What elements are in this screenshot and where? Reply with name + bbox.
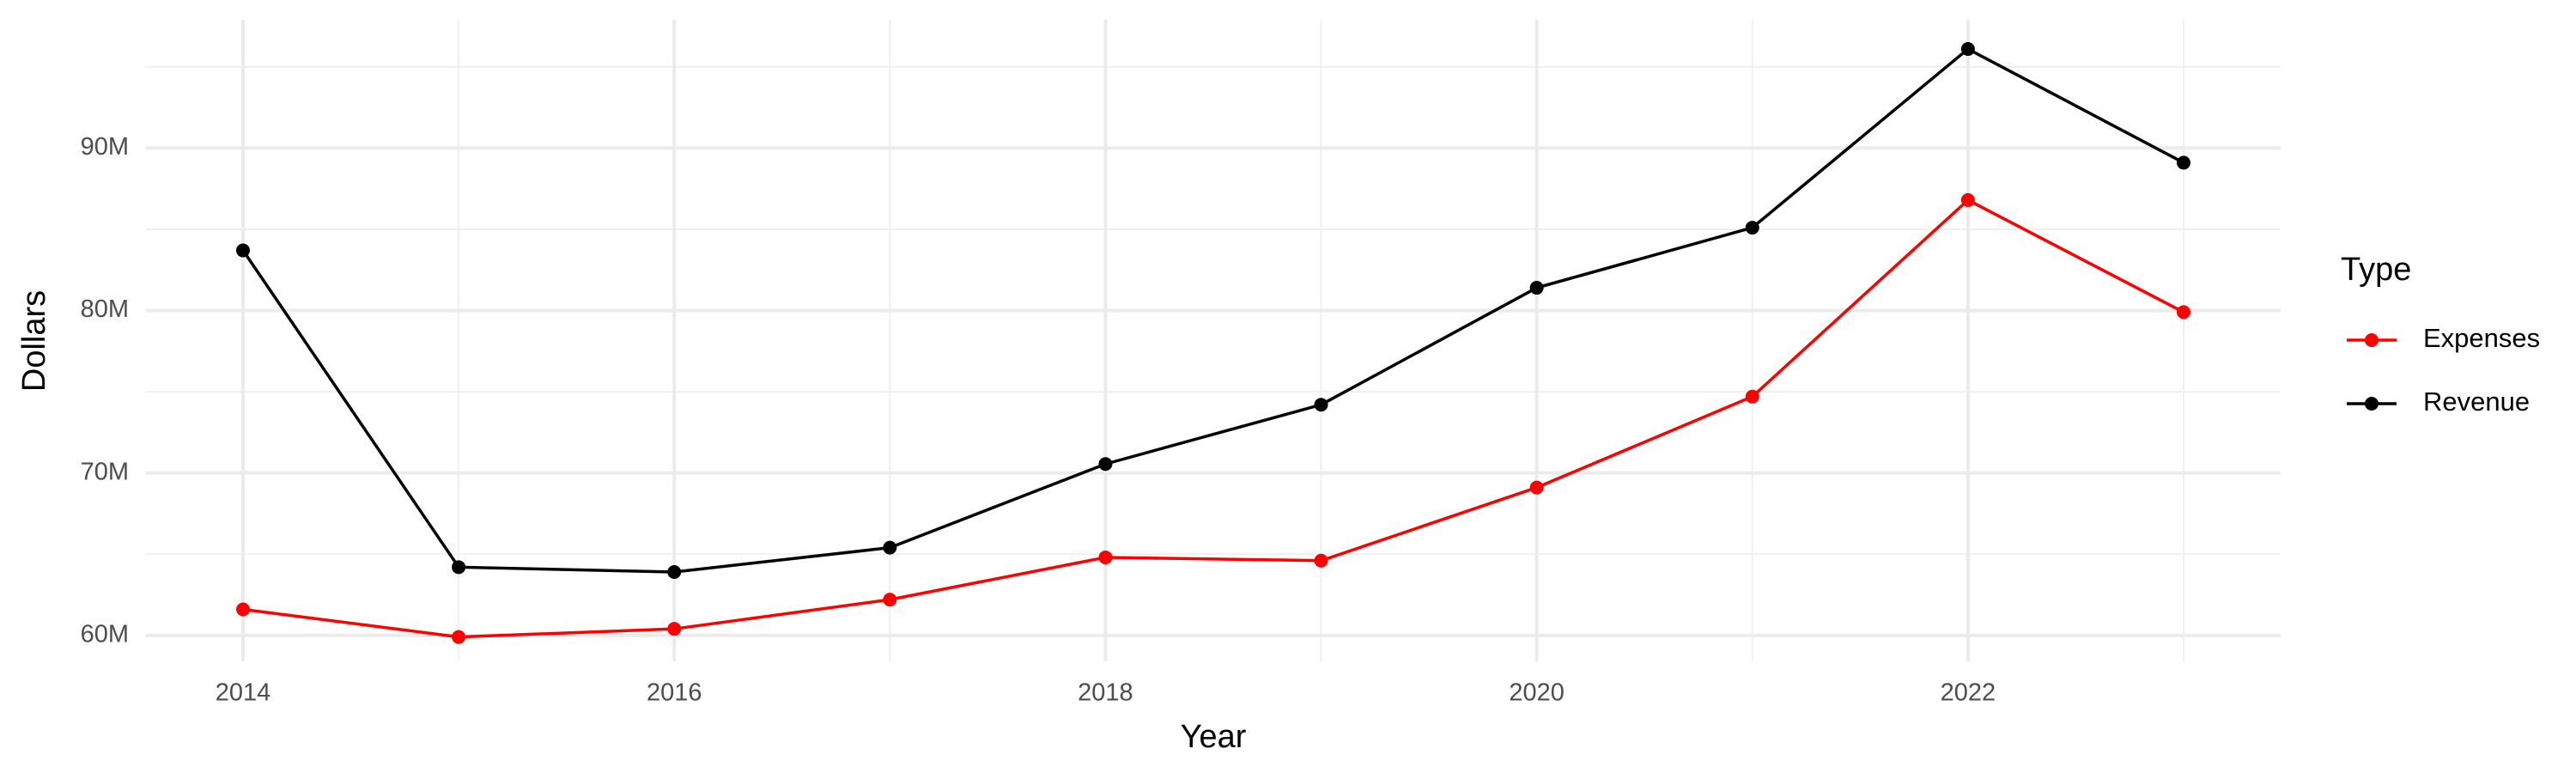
series-line <box>241 46 2184 574</box>
data-point <box>1529 480 1544 495</box>
data-point <box>1960 42 1975 57</box>
data-point <box>883 593 897 607</box>
data-point <box>1098 457 1113 472</box>
data-point <box>236 602 250 617</box>
y-tick-label: 70M <box>81 458 129 485</box>
x-tick-label: 2020 <box>1509 679 1564 707</box>
legend-marker <box>2365 397 2379 411</box>
legend-label: Expenses <box>2423 323 2540 353</box>
data-point <box>667 564 682 579</box>
x-tick-label: 2022 <box>1941 679 1996 707</box>
y-tick-label: 60M <box>81 620 129 648</box>
data-point <box>1745 221 1759 235</box>
data-point <box>1314 553 1328 568</box>
data-point <box>1314 398 1328 412</box>
x-tick-label: 2016 <box>647 679 702 707</box>
series-line <box>242 198 2184 639</box>
legend-title: Type <box>2341 252 2411 288</box>
data-point <box>452 630 466 644</box>
x-axis-title: Year <box>1181 719 1247 755</box>
x-tick-label: 2014 <box>216 679 271 707</box>
data-point <box>1529 281 1544 295</box>
data-point <box>667 622 682 636</box>
y-tick-label: 80M <box>81 295 129 323</box>
x-tick-label: 2018 <box>1078 679 1133 707</box>
data-point <box>2177 305 2190 320</box>
y-tick-label: 90M <box>81 133 129 161</box>
legend-marker <box>2365 333 2379 347</box>
legend-label: Revenue <box>2423 386 2530 417</box>
data-point <box>452 560 466 575</box>
data-point <box>1745 389 1759 404</box>
data-point <box>1960 192 1975 207</box>
data-point <box>236 243 250 258</box>
data-point <box>883 540 897 555</box>
data-point <box>1098 550 1113 564</box>
data-point <box>2177 155 2190 170</box>
y-axis-title: Dollars <box>16 290 52 392</box>
